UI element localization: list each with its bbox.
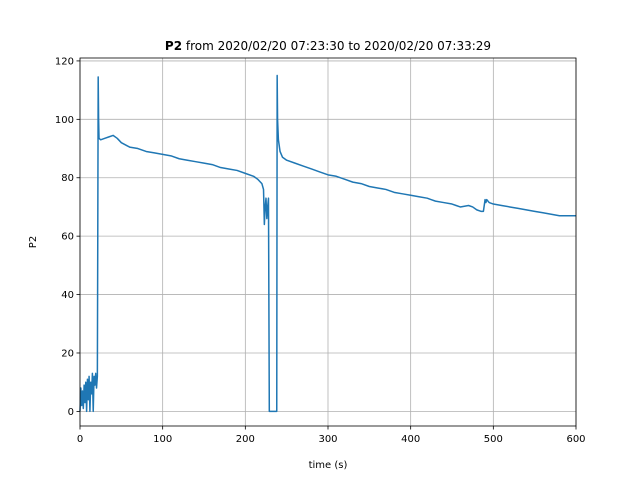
y-axis-ticks: 0 20 40 60 80 100 120 — [55, 56, 80, 418]
y-tick-label: 60 — [61, 232, 74, 243]
y-tick-label: 120 — [55, 56, 74, 67]
x-tick-label: 200 — [236, 434, 255, 445]
chart-title: P2 from 2020/02/20 07:23:30 to 2020/02/2… — [165, 39, 491, 53]
y-tick-label: 100 — [55, 115, 74, 126]
chart-title-bold: P2 — [165, 39, 182, 53]
y-tick-label: 40 — [61, 290, 74, 301]
y-tick-label: 0 — [68, 407, 74, 418]
x-axis-label: time (s) — [309, 460, 348, 471]
x-tick-label: 600 — [566, 434, 585, 445]
x-tick-label: 0 — [77, 434, 83, 445]
x-tick-label: 500 — [484, 434, 503, 445]
x-axis-ticks: 0 100 200 300 400 500 600 — [77, 426, 586, 445]
series-group — [79, 74, 576, 413]
series-line — [79, 74, 576, 413]
x-tick-label: 400 — [401, 434, 420, 445]
y-tick-label: 80 — [61, 173, 74, 184]
y-axis-label: P2 — [28, 236, 39, 248]
chart-title-rest: from 2020/02/20 07:23:30 to 2020/02/20 0… — [182, 39, 491, 53]
grid-lines — [79, 58, 577, 426]
y-tick-label: 20 — [61, 348, 74, 359]
x-tick-label: 300 — [318, 434, 337, 445]
x-tick-label: 100 — [153, 434, 172, 445]
